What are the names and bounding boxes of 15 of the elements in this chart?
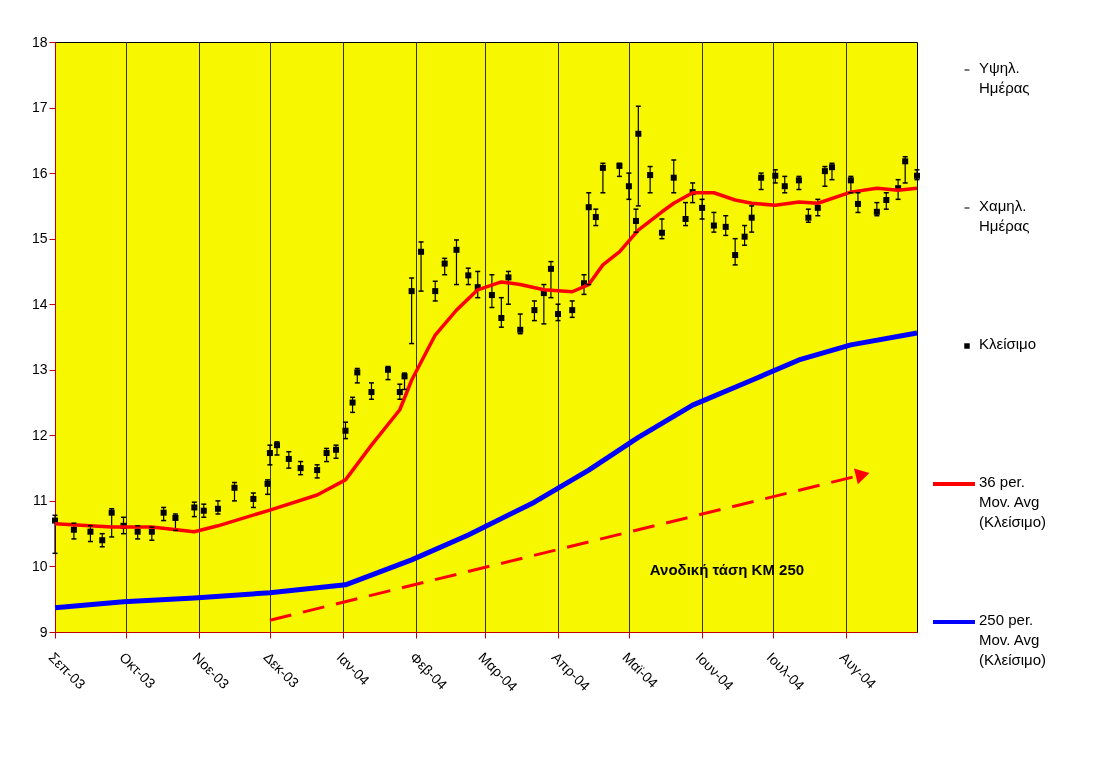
- y-tick-label: 17: [31, 99, 48, 116]
- y-tick-label: 15: [31, 230, 48, 247]
- y-tick-label: 12: [31, 426, 48, 443]
- legend-label: Κλείσιμο: [979, 335, 1037, 352]
- y-tick-label: 14: [31, 295, 48, 312]
- legend-label: 36 per. Mov. Avg (Κλείσιμο): [979, 473, 1047, 530]
- legend-label: Χαμηλ. Ημέρας: [979, 197, 1030, 234]
- y-tick-label: 10: [31, 557, 48, 574]
- legend-label: 250 per. Mov. Avg (Κλείσιμο): [979, 611, 1047, 668]
- y-tick-label: 9: [39, 623, 48, 640]
- y-tick-label: 11: [32, 492, 48, 509]
- legend-label: Υψηλ. Ημέρας: [979, 59, 1030, 96]
- y-tick-label: 13: [31, 361, 48, 378]
- y-tick-label: 16: [31, 164, 48, 181]
- y-tick-label: 18: [31, 33, 48, 50]
